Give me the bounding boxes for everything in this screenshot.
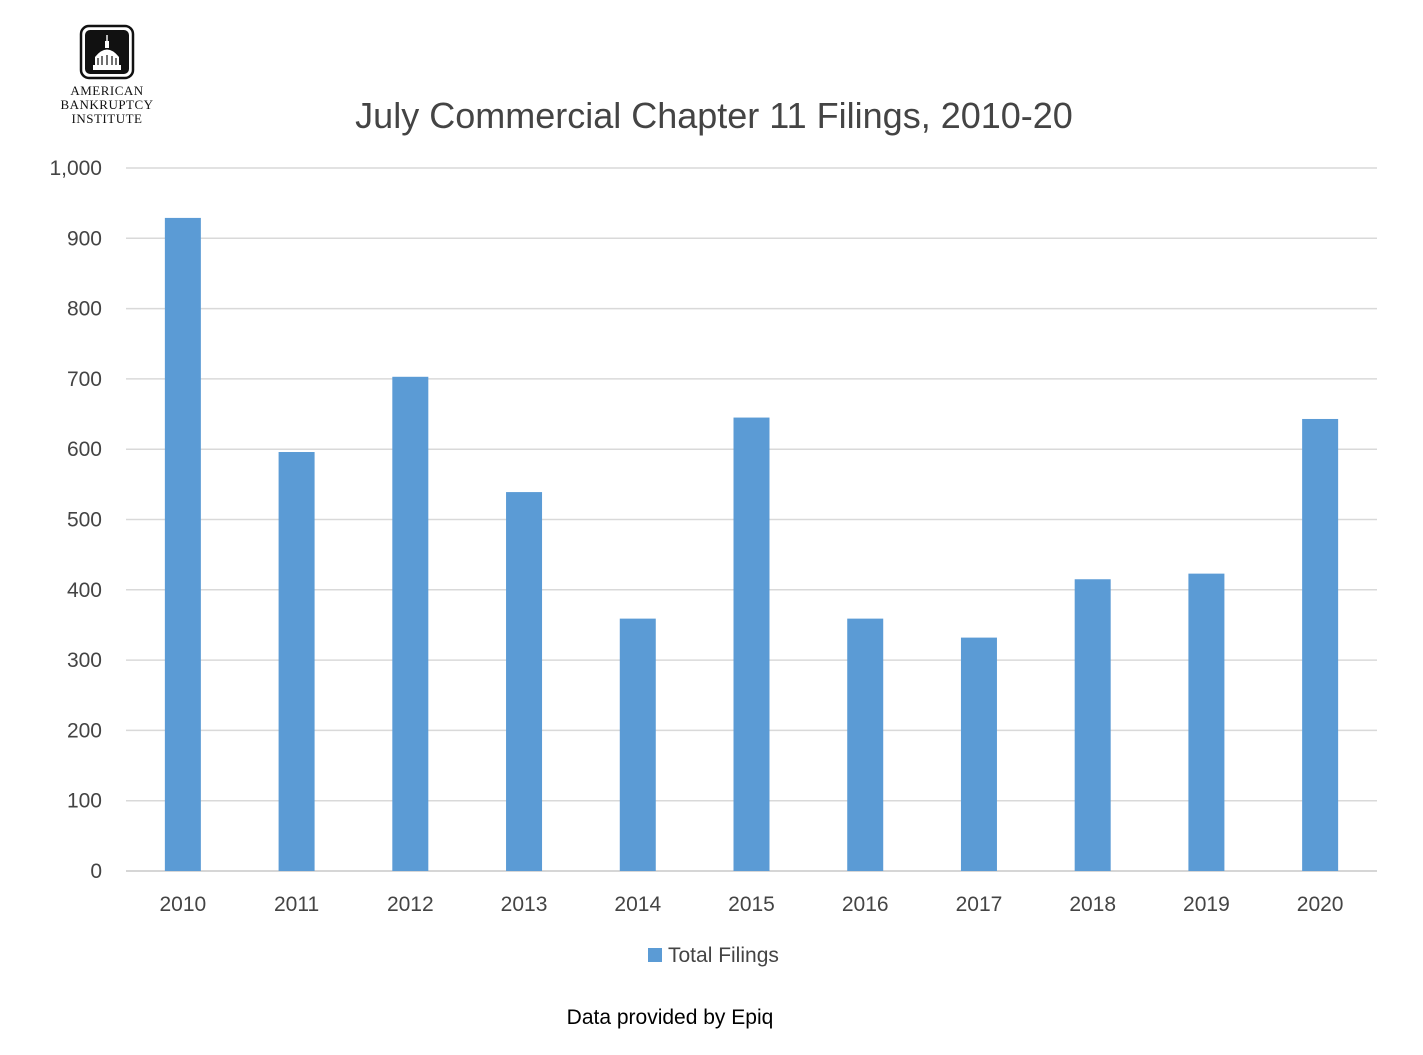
y-tick-label: 200	[67, 719, 102, 742]
x-tick-label: 2018	[1069, 893, 1116, 916]
x-tick-label: 2017	[956, 893, 1003, 916]
x-tick-label: 2019	[1183, 893, 1230, 916]
legend: Total Filings	[648, 944, 779, 967]
x-axis-ticks: 2010 2011 2012 2013 2014 2015 2016 2017 2018 2019…	[160, 893, 1344, 916]
chart-title: July Commercial Chapter 11 Filings, 2010…	[355, 95, 1073, 136]
x-tick-label: 2013	[501, 893, 548, 916]
y-tick-label: 400	[67, 579, 102, 602]
y-tick-label: 100	[67, 790, 102, 813]
x-tick-label: 2020	[1297, 893, 1344, 916]
x-tick-label: 2012	[387, 893, 434, 916]
legend-label: Total Filings	[668, 944, 779, 967]
capitol-dome-icon	[79, 24, 135, 80]
bar-2018	[1074, 579, 1111, 871]
bar-2017	[960, 637, 997, 871]
y-axis-ticks: 0 100 200 300 400 500 600 700 800 900 1,000	[49, 157, 102, 883]
bar-2015	[733, 417, 770, 871]
bar-2013	[506, 492, 543, 871]
x-tick-label: 2010	[160, 893, 207, 916]
x-tick-label: 2014	[614, 893, 661, 916]
logo-text: AMERICAN BANKRUPTCY INSTITUTE	[52, 84, 162, 126]
bar-2016	[847, 618, 884, 871]
y-tick-label: 1,000	[49, 157, 102, 180]
y-tick-label: 800	[67, 298, 102, 321]
bar-2011	[278, 452, 315, 871]
bar-2014	[619, 618, 656, 871]
y-tick-label: 900	[67, 227, 102, 250]
y-tick-label: 500	[67, 509, 102, 532]
logo-line-2: BANKRUPTCY	[60, 97, 154, 112]
x-tick-label: 2016	[842, 893, 889, 916]
bars	[164, 217, 1339, 872]
x-tick-label: 2011	[274, 893, 319, 916]
logo-line-3: INSTITUTE	[71, 111, 143, 126]
bar-2010	[164, 217, 201, 872]
abi-logo: AMERICAN BANKRUPTCY INSTITUTE	[52, 24, 162, 126]
logo-line-1: AMERICAN	[70, 83, 144, 98]
bar-2019	[1188, 573, 1225, 871]
legend-swatch	[648, 948, 662, 962]
y-tick-label: 600	[67, 438, 102, 461]
y-tick-label: 300	[67, 649, 102, 672]
x-tick-label: 2015	[728, 893, 775, 916]
y-tick-label: 700	[67, 368, 102, 391]
bar-2012	[392, 376, 429, 871]
source-note: Data provided by Epiq	[567, 1006, 774, 1029]
y-tick-label: 0	[90, 860, 102, 883]
bar-2020	[1302, 418, 1339, 871]
